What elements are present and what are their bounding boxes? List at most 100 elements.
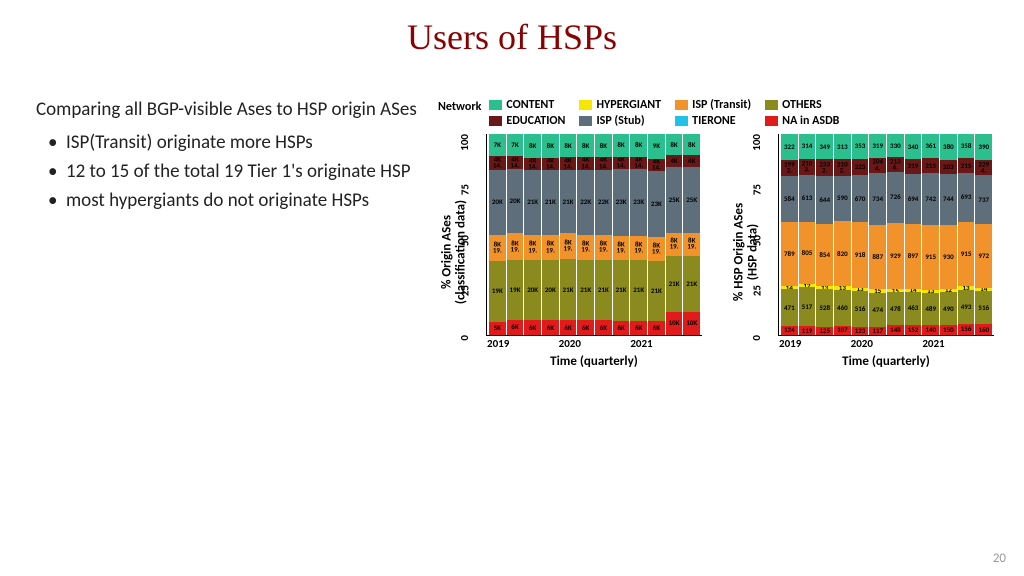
segment-label: 22K bbox=[598, 199, 609, 205]
segment-label: 8K bbox=[600, 142, 607, 148]
segment-label: 516 bbox=[978, 304, 989, 310]
segment-EDUCATION: 4K14. bbox=[630, 157, 647, 169]
bar: 15049012930744203380 bbox=[940, 134, 957, 335]
segment-label: 119 bbox=[802, 327, 813, 333]
segment-label: 14 bbox=[786, 286, 793, 290]
legend-text: CONTENT bbox=[506, 98, 554, 112]
segment-HYPERGIANT: 14 bbox=[781, 286, 798, 290]
segment-label: 13 bbox=[839, 286, 846, 290]
bullet-1: ISP(Transit) originate more HSPs bbox=[48, 131, 438, 154]
ytick: 25 bbox=[459, 285, 472, 296]
segment-ISP_Transit: 8K19. bbox=[560, 233, 577, 258]
ytick: 0 bbox=[751, 335, 764, 341]
segment-ISP_Stub: 20K bbox=[507, 169, 524, 233]
segment-EDUCATION: 219 bbox=[905, 159, 922, 174]
segment-label: 4K14. bbox=[564, 157, 573, 170]
segment-ISP_Stub: 22K bbox=[577, 170, 594, 235]
segment-label: 6K bbox=[600, 325, 607, 331]
segment-label: 21K bbox=[580, 287, 591, 293]
segment-NA_in_ASDB: 6K bbox=[630, 321, 647, 336]
segment-label: 8K19. bbox=[617, 242, 626, 255]
segment-EDUCATION: 215 bbox=[922, 158, 939, 173]
segment-ISP_Stub: 22K bbox=[595, 170, 612, 235]
segment-label: 726 bbox=[890, 194, 901, 200]
bar: 125528138546442332.349 bbox=[816, 134, 833, 335]
segment-OTHERS: 20K bbox=[542, 260, 559, 320]
segment-label: 148 bbox=[890, 327, 901, 333]
segment-label: 2103. bbox=[802, 160, 813, 173]
chart-left: % Origin ASes(classification data) 02550… bbox=[486, 134, 702, 369]
segment-label: 820 bbox=[837, 250, 848, 256]
segment-label: 516 bbox=[855, 306, 866, 312]
segment-label: 6K bbox=[564, 324, 571, 330]
segment-NA_in_ASDB: 125 bbox=[816, 327, 833, 335]
segment-NA_in_ASDB: 6K bbox=[577, 320, 594, 335]
segment-ISP_Stub: 694 bbox=[905, 174, 922, 224]
segment-ISP_Transit: 8K19. bbox=[542, 235, 559, 261]
segment-NA_in_ASDB: 150 bbox=[940, 325, 957, 335]
segment-label: 918 bbox=[855, 252, 866, 258]
segment-label: 490 bbox=[943, 306, 954, 312]
segment-label: 4K bbox=[688, 158, 695, 164]
segment-label: 915 bbox=[961, 251, 972, 257]
segment-label: 8K19. bbox=[493, 242, 502, 255]
segment-label: 474 bbox=[872, 307, 883, 313]
bar: 6K20K8K19.21K4K14.8K bbox=[542, 134, 559, 335]
legend-swatch bbox=[765, 116, 778, 126]
segment-OTHERS: 478 bbox=[887, 292, 904, 325]
segment-CONTENT: 313 bbox=[834, 134, 851, 159]
segment-HYPERGIANT: 15 bbox=[869, 289, 886, 292]
segment-label: 23K bbox=[616, 199, 627, 205]
bar: 15246314897694219340 bbox=[905, 134, 922, 335]
segment-ISP_Stub: 21K bbox=[542, 170, 559, 234]
segment-OTHERS: 460 bbox=[834, 290, 851, 326]
segment-label: 7K bbox=[511, 142, 518, 148]
segment-label: 361 bbox=[925, 143, 936, 149]
segment-label: 4K14. bbox=[493, 157, 502, 170]
segment-ISP_Stub: 23K bbox=[630, 169, 647, 235]
legend-text: TIERONE bbox=[692, 114, 736, 128]
segment-label: 390 bbox=[978, 144, 989, 150]
legend-swatch bbox=[579, 116, 592, 126]
segment-EDUCATION: 4K14. bbox=[489, 156, 506, 169]
segment-label: 13 bbox=[962, 286, 969, 289]
segment-NA_in_ASDB: 6K bbox=[560, 320, 577, 335]
segment-label: 8K19. bbox=[581, 241, 590, 254]
segment-label: 8K19. bbox=[528, 241, 537, 254]
segment-OTHERS: 21K bbox=[595, 260, 612, 321]
segment-label: 20K bbox=[510, 198, 521, 204]
segment-OTHERS: 21K bbox=[648, 261, 665, 320]
segment-label: 6K bbox=[529, 324, 536, 330]
segment-ISP_Stub: 737 bbox=[975, 175, 992, 224]
segment-label: 8K bbox=[529, 143, 536, 149]
segment-label: 314 bbox=[802, 143, 813, 149]
segment-label: 8K bbox=[582, 142, 589, 148]
legend-swatch bbox=[675, 100, 688, 110]
segment-label: 21K bbox=[651, 288, 662, 294]
segment-label: 124 bbox=[784, 327, 795, 333]
bar: 119517128056132103.314 bbox=[799, 134, 816, 335]
segment-label: 744 bbox=[943, 196, 954, 202]
segment-label: 22K bbox=[580, 199, 591, 205]
segment-ISP_Stub: 744 bbox=[940, 174, 957, 225]
segment-CONTENT: 322 bbox=[781, 134, 798, 160]
segment-OTHERS: 528 bbox=[816, 289, 833, 326]
segment-label: 644 bbox=[819, 197, 830, 203]
segment-label: 19K bbox=[492, 288, 503, 294]
segment-label: 21K bbox=[545, 199, 556, 205]
bar: 6K20K8K19.21K4K14.8K bbox=[524, 134, 541, 335]
segment-label: 4K14. bbox=[581, 157, 590, 170]
legend-text: ISP (Stub) bbox=[596, 114, 644, 128]
legend-item: TIERONE bbox=[675, 114, 751, 128]
segment-label: 4K14. bbox=[528, 158, 537, 171]
segment-ISP_Transit: 8K19. bbox=[630, 236, 647, 261]
legend-item: HYPERGIANT bbox=[579, 98, 661, 112]
segment-label: 693 bbox=[961, 194, 972, 200]
segment-label: 8K bbox=[617, 142, 624, 148]
legend-text: OTHERS bbox=[782, 98, 822, 112]
segment-NA_in_ASDB: 156 bbox=[958, 324, 975, 335]
segment-label: 2332. bbox=[819, 162, 830, 175]
segment-label: 8K19. bbox=[546, 241, 555, 254]
segment-ISP_Transit: 897 bbox=[905, 224, 922, 289]
segment-OTHERS: 516 bbox=[852, 291, 869, 327]
